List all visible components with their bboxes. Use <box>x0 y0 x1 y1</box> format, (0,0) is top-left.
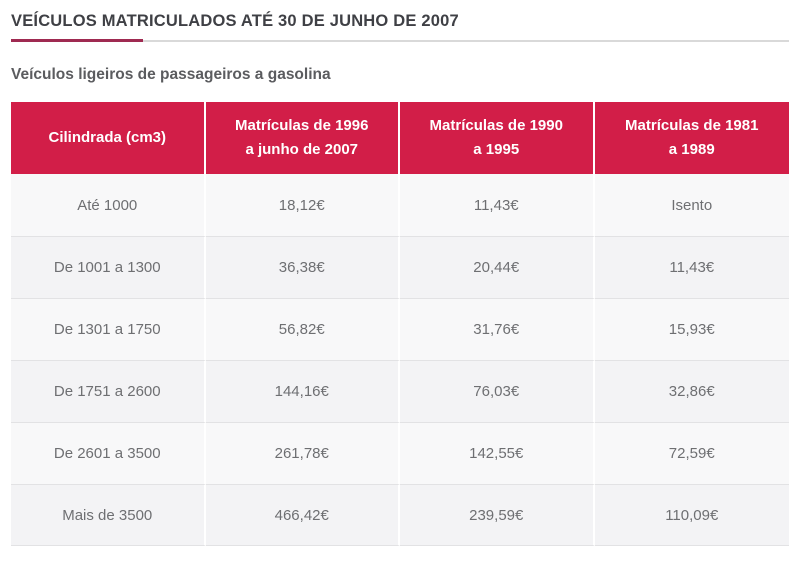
row-label-cell: De 1001 a 1300 <box>11 236 206 298</box>
value-cell: 144,16€ <box>205 360 400 422</box>
row-label-cell: De 1301 a 1750 <box>11 298 206 360</box>
title-underline <box>11 39 789 42</box>
column-header-line1: Cilindrada (cm3) <box>48 129 167 146</box>
table-header-row: Cilindrada (cm3) Matrículas de 1996 a junh… <box>11 102 789 174</box>
value-cell: 15,93€ <box>594 298 789 360</box>
value-cell: 18,12€ <box>205 174 400 236</box>
value-cell: 142,55€ <box>400 422 595 484</box>
section-subtitle: Veículos ligeiros de passageiros a gasol… <box>11 66 331 83</box>
table-row: De 1001 a 1300 36,38€ 20,44€ 11,43€ <box>11 236 789 298</box>
value-cell: 56,82€ <box>205 298 400 360</box>
row-label-cell: De 1751 a 2600 <box>11 360 206 422</box>
table-row: De 1751 a 2600 144,16€ 76,03€ 32,86€ <box>11 360 789 422</box>
content-area: VEÍCULOS MATRICULADOS ATÉ 30 DE JUNHO DE… <box>0 12 800 546</box>
table-row: Mais de 3500 466,42€ 239,59€ 110,09€ <box>11 484 789 546</box>
column-header-matriculas-1996-2007: Matrículas de 1996 a junho de 2007 <box>205 102 400 174</box>
vehicle-tax-table: Cilindrada (cm3) Matrículas de 1996 a junh… <box>11 102 789 546</box>
page-title: VEÍCULOS MATRICULADOS ATÉ 30 DE JUNHO DE… <box>11 12 459 30</box>
row-label-cell: Até 1000 <box>11 174 206 236</box>
value-cell: 76,03€ <box>400 360 595 422</box>
value-cell: 466,42€ <box>205 484 400 546</box>
table-body: Até 1000 18,12€ 11,43€ Isento De 1001 a 1300… <box>11 174 789 546</box>
value-cell: 239,59€ <box>400 484 595 546</box>
column-header-line2: a junho de 2007 <box>245 141 359 158</box>
value-cell: 261,78€ <box>205 422 400 484</box>
value-cell: 31,76€ <box>400 298 595 360</box>
table-row: Até 1000 18,12€ 11,43€ Isento <box>11 174 789 236</box>
value-cell: 72,59€ <box>594 422 789 484</box>
underline-track <box>11 40 789 42</box>
row-label-cell: Mais de 3500 <box>11 484 206 546</box>
table-header: Cilindrada (cm3) Matrículas de 1996 a junh… <box>11 102 789 174</box>
value-cell: Isento <box>594 174 789 236</box>
value-cell: 20,44€ <box>400 236 595 298</box>
underline-accent <box>11 39 143 42</box>
column-header-line1: Matrículas de 1981 <box>625 117 759 134</box>
value-cell: 36,38€ <box>205 236 400 298</box>
value-cell: 110,09€ <box>594 484 789 546</box>
column-header-line2: a 1995 <box>473 141 520 158</box>
row-label-cell: De 2601 a 3500 <box>11 422 206 484</box>
column-header-line1: Matrículas de 1990 <box>429 117 563 134</box>
value-cell: 11,43€ <box>400 174 595 236</box>
column-header-line2: a 1989 <box>668 141 715 158</box>
column-header-matriculas-1981-1989: Matrículas de 1981 a 1989 <box>594 102 789 174</box>
column-header-line1: Matrículas de 1996 <box>235 117 369 134</box>
table-row: De 2601 a 3500 261,78€ 142,55€ 72,59€ <box>11 422 789 484</box>
table-row: De 1301 a 1750 56,82€ 31,76€ 15,93€ <box>11 298 789 360</box>
column-header-matriculas-1990-1995: Matrículas de 1990 a 1995 <box>400 102 595 174</box>
value-cell: 32,86€ <box>594 360 789 422</box>
column-header-cilindrada: Cilindrada (cm3) <box>11 102 206 174</box>
value-cell: 11,43€ <box>594 236 789 298</box>
